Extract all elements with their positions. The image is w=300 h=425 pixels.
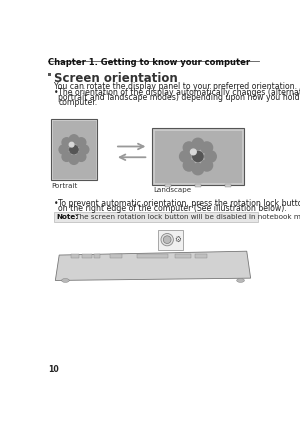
Circle shape	[183, 160, 195, 171]
Circle shape	[205, 151, 216, 162]
Bar	[195, 184, 201, 187]
Text: The screen rotation lock button will be disabled in notebook mode.: The screen rotation lock button will be …	[73, 214, 300, 220]
Bar	[225, 184, 231, 187]
Text: •: •	[54, 199, 58, 208]
Bar	[51, 119, 97, 180]
Bar	[48, 73, 52, 76]
Text: To prevent automatic orientation, press the rotation lock button. It is located: To prevent automatic orientation, press …	[58, 199, 300, 208]
Circle shape	[163, 236, 171, 244]
Circle shape	[183, 142, 195, 153]
Circle shape	[192, 163, 204, 175]
Bar	[110, 254, 122, 258]
Bar	[94, 254, 100, 258]
Text: computer.: computer.	[58, 98, 98, 107]
Bar	[152, 128, 244, 185]
Text: The orientation of the display automatically changes (alternating between: The orientation of the display automatic…	[58, 88, 300, 97]
Circle shape	[69, 155, 79, 164]
Bar	[176, 254, 191, 258]
Circle shape	[59, 145, 68, 154]
Circle shape	[192, 138, 204, 150]
Circle shape	[80, 145, 89, 154]
Bar	[154, 130, 242, 184]
Bar	[137, 254, 168, 258]
Circle shape	[201, 142, 213, 153]
Circle shape	[161, 233, 173, 246]
Circle shape	[62, 152, 71, 162]
Circle shape	[69, 135, 79, 144]
Text: Screen orientation: Screen orientation	[54, 72, 178, 85]
Bar	[71, 254, 79, 258]
Circle shape	[180, 151, 191, 162]
Text: Landscape: Landscape	[154, 187, 192, 193]
Bar	[54, 212, 258, 222]
Circle shape	[70, 145, 78, 154]
Circle shape	[190, 149, 196, 155]
Text: You can rotate the display panel to your preferred orientation.: You can rotate the display panel to your…	[54, 82, 297, 91]
Polygon shape	[55, 251, 250, 280]
Bar	[165, 184, 171, 187]
Text: Portrait: Portrait	[52, 183, 78, 189]
Bar	[158, 230, 183, 249]
Circle shape	[76, 152, 86, 162]
Ellipse shape	[237, 278, 244, 282]
Text: portrait and landscape modes) depending upon how you hold the: portrait and landscape modes) depending …	[58, 93, 300, 102]
Text: ⚙: ⚙	[174, 235, 181, 244]
Bar	[52, 120, 96, 179]
Circle shape	[201, 160, 213, 171]
Text: Note:: Note:	[56, 214, 78, 220]
Text: 10: 10	[48, 366, 59, 374]
Ellipse shape	[61, 278, 69, 282]
Text: •: •	[54, 88, 58, 97]
Circle shape	[62, 138, 71, 147]
Circle shape	[76, 138, 86, 147]
Text: Chapter 1. Getting to know your computer: Chapter 1. Getting to know your computer	[48, 58, 250, 67]
Text: on the right edge of the computer (See illustration below).: on the right edge of the computer (See i…	[58, 204, 287, 213]
Bar	[82, 254, 92, 258]
Bar	[195, 254, 207, 258]
Circle shape	[69, 142, 74, 147]
Circle shape	[193, 151, 203, 162]
